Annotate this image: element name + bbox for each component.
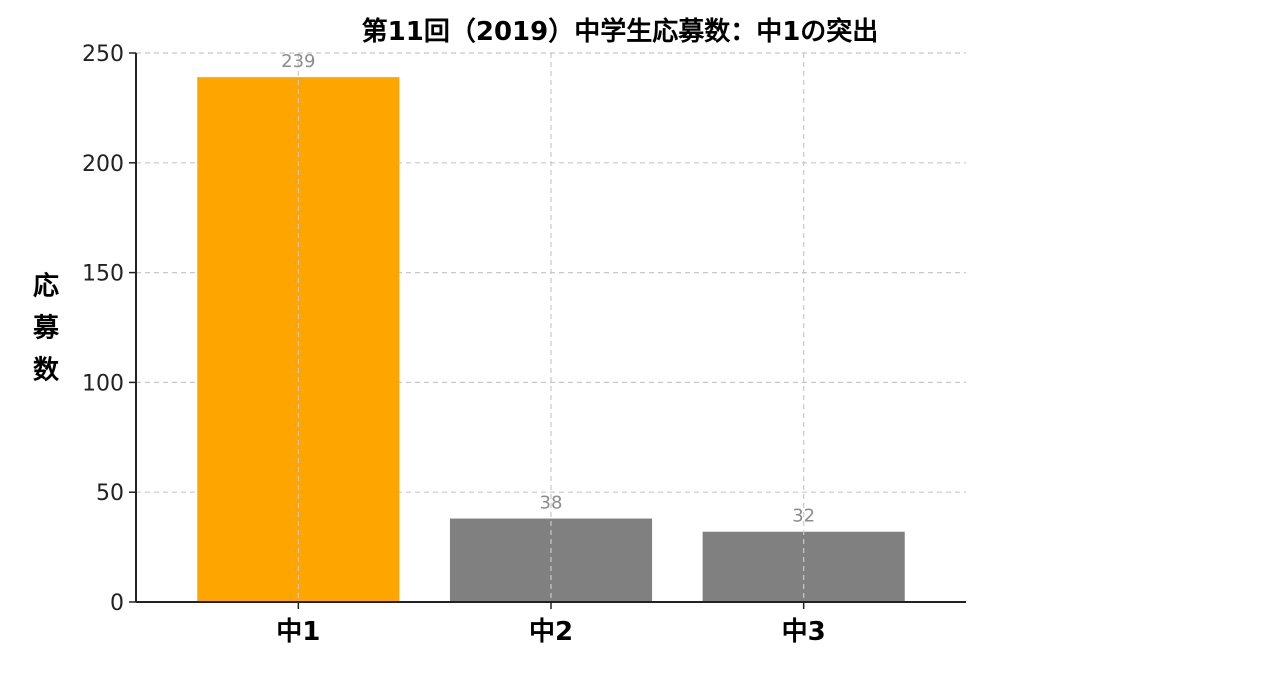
y-tick-label: 0 <box>110 591 124 616</box>
y-axis-label-char: 数 <box>33 356 60 386</box>
data-label: 32 <box>792 506 815 527</box>
y-tick-label: 150 <box>82 262 124 287</box>
y-axis-label-char: 応 <box>33 271 59 302</box>
y-tick-label: 200 <box>82 152 124 177</box>
x-tick-label: 中2 <box>529 617 573 647</box>
x-tick-label: 中3 <box>782 617 826 647</box>
y-tick-label: 50 <box>96 481 124 506</box>
data-label: 38 <box>540 493 563 514</box>
y-tick-label: 250 <box>82 42 124 67</box>
label-layer: 0 50 100 150 200 250 中1 中2 中3 239 38 32 <box>82 42 826 647</box>
data-label: 239 <box>281 51 315 72</box>
axis-layer <box>129 52 966 609</box>
x-tick-label: 中1 <box>276 617 320 647</box>
y-tick-label: 100 <box>82 371 124 396</box>
chart-title: 第11回（2019）中学生応募数：中1の突出 <box>362 16 879 47</box>
y-axis-label-char: 募 <box>32 314 60 344</box>
y-axis-label: 応募数 <box>32 271 60 386</box>
